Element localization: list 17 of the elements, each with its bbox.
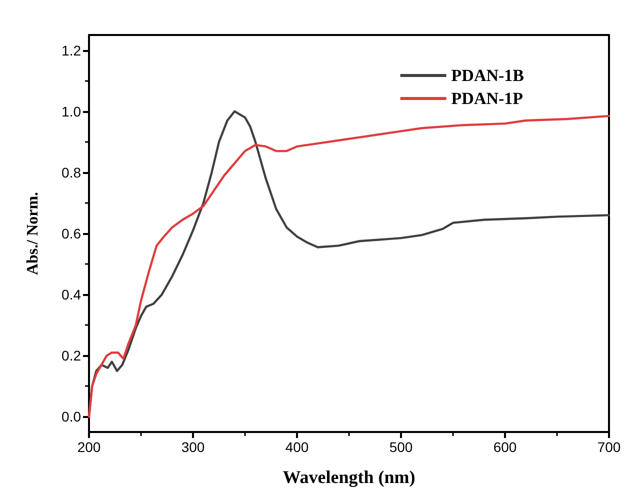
legend-label: PDAN-1P [451, 89, 524, 108]
x-tick-label: 600 [493, 439, 517, 455]
y-tick-label: 0.2 [62, 348, 82, 364]
y-tick-label: 1.0 [62, 103, 82, 120]
y-tick-label: 0.0 [62, 408, 82, 425]
y-tick-label: 0.8 [62, 164, 82, 180]
y-axis-title: Abs./ Norm. [24, 192, 42, 276]
x-axis-title: Wavelength (nm) [282, 467, 416, 487]
x-tick-label: 200 [77, 439, 101, 455]
y-tick-label: 0.6 [62, 226, 82, 242]
x-tick-label: 400 [285, 439, 309, 455]
y-tick-label: 1.2 [62, 42, 82, 58]
legend-label: PDAN-1B [451, 66, 524, 85]
x-tick-label: 300 [181, 439, 205, 455]
x-tick-label: 700 [597, 439, 621, 455]
x-tick-label: 500 [389, 439, 413, 455]
y-tick-label: 0.4 [62, 286, 82, 303]
